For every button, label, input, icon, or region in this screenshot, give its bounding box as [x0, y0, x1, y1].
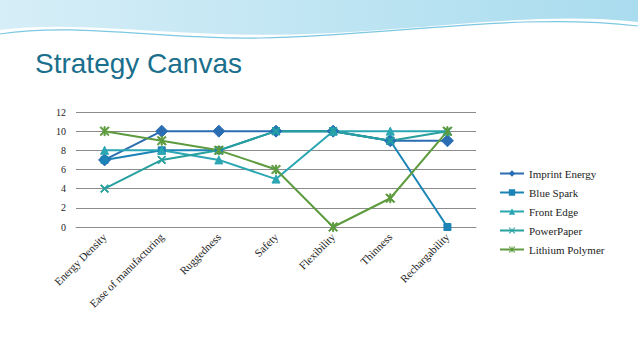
svg-text:Front Edge: Front Edge: [529, 206, 578, 218]
svg-text:6: 6: [61, 164, 66, 175]
svg-text:4: 4: [61, 183, 66, 194]
svg-text:Ease of manufacturing: Ease of manufacturing: [87, 230, 166, 309]
svg-text:8: 8: [61, 145, 66, 156]
svg-text:Strategy Canvas: Strategy Canvas: [35, 48, 242, 79]
svg-text:2: 2: [61, 202, 66, 213]
svg-text:PowerPaper: PowerPaper: [529, 225, 582, 237]
svg-text:Ruggedness: Ruggedness: [177, 231, 223, 277]
svg-text:Rechargability: Rechargability: [398, 230, 452, 284]
svg-text:Safety: Safety: [252, 230, 281, 259]
svg-text:Blue Spark: Blue Spark: [529, 187, 579, 199]
svg-text:Flexibility: Flexibility: [297, 230, 338, 271]
svg-text:0: 0: [61, 222, 66, 233]
svg-text:10: 10: [56, 126, 66, 137]
svg-text:Energy Density: Energy Density: [52, 230, 109, 287]
svg-text:12: 12: [56, 107, 66, 118]
svg-text:Imprint Energy: Imprint Energy: [529, 168, 597, 180]
svg-text:Thinness: Thinness: [358, 231, 395, 268]
svg-text:Lithium Polymer: Lithium Polymer: [529, 244, 605, 256]
